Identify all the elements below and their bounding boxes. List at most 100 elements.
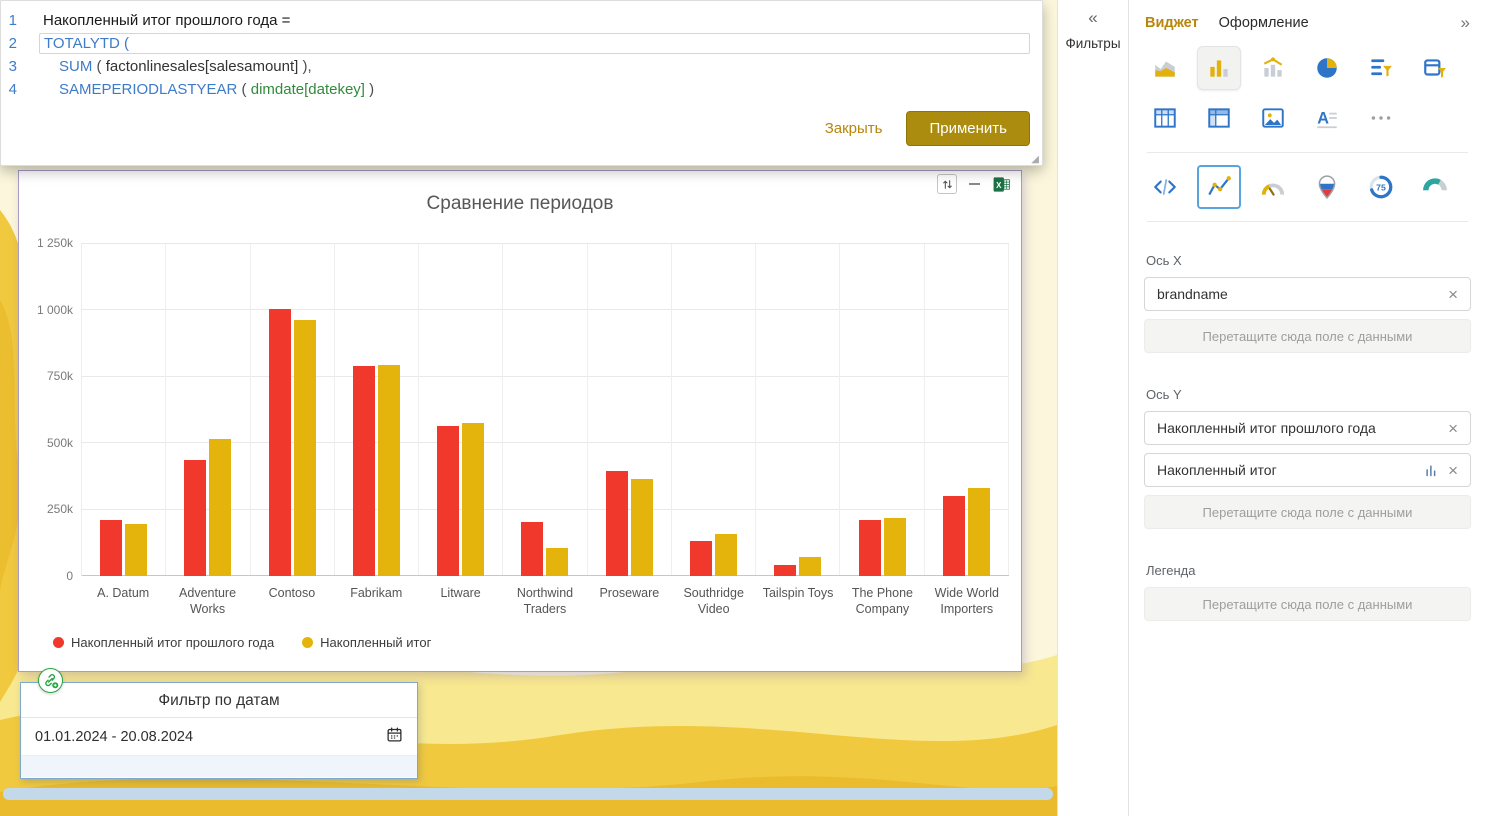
link-widgets-icon[interactable] xyxy=(38,668,63,693)
field-name: Накопленный итог прошлого года xyxy=(1157,420,1376,436)
date-range-input[interactable]: 01.01.2024 - 20.08.2024 xyxy=(21,718,417,756)
code-text[interactable]: Накопленный итог прошлого года = xyxy=(43,12,291,29)
remove-field-icon[interactable]: × xyxy=(1448,418,1458,438)
sort-icon[interactable] xyxy=(937,174,957,194)
legend-dot xyxy=(302,637,314,648)
bar-Накопленный итог[interactable] xyxy=(967,488,990,576)
expand-panel-icon[interactable]: » xyxy=(1460,13,1470,32)
widget-panel: Виджет Оформление » A 75 Ось X brandname × П… xyxy=(1128,0,1486,816)
bar-Накопленный итог[interactable] xyxy=(209,439,232,576)
widget-type-table-icon[interactable] xyxy=(1143,96,1187,140)
bar-Накопленный итог прошлого года[interactable] xyxy=(437,425,460,576)
widget-type-pie-chart-icon[interactable] xyxy=(1305,46,1349,90)
bar-Накопленный итог прошлого года[interactable] xyxy=(858,520,881,576)
widget-type-more-icon[interactable] xyxy=(1359,96,1403,140)
y-tick-label: 1 250k xyxy=(36,236,73,250)
remove-field-icon[interactable]: × xyxy=(1448,460,1458,480)
y-tick-label: 0 xyxy=(66,569,73,583)
chart-widget[interactable]: X Сравнение периодов 0 250k 500k 750k 1 000k… xyxy=(18,170,1022,672)
widget-type-gauge-icon[interactable] xyxy=(1251,165,1295,209)
bar-Накопленный итог[interactable] xyxy=(293,319,316,576)
widget-type-map-icon[interactable] xyxy=(1305,165,1349,209)
field-chip[interactable]: brandname × xyxy=(1144,277,1471,311)
legend-item[interactable]: Накопленный итог xyxy=(302,635,431,650)
widget-type-table-filter-icon[interactable] xyxy=(1359,46,1403,90)
x-axis-label: The Phone Company xyxy=(851,586,913,617)
chart-legend: Накопленный итог прошлого года Накопленны… xyxy=(53,635,431,650)
code-line[interactable]: 4 SAMEPERIODLASTYEAR ( dimdate[datekey] ) xyxy=(1,78,1042,101)
y-tick-label: 500k xyxy=(46,435,73,450)
drop-placeholder[interactable]: Перетащите сюда поле с данными xyxy=(1144,319,1471,353)
bar-Накопленный итог прошлого года[interactable] xyxy=(184,460,207,576)
bar-Накопленный итог прошлого года[interactable] xyxy=(774,565,797,576)
bar-Накопленный итог прошлого года[interactable] xyxy=(605,471,628,576)
category-column xyxy=(251,244,335,576)
remove-field-icon[interactable]: × xyxy=(1448,284,1458,304)
category-column xyxy=(166,244,251,576)
widget-type-pivot-table-icon[interactable] xyxy=(1197,96,1241,140)
bar-Накопленный итог прошлого года[interactable] xyxy=(689,541,712,576)
bar-Накопленный итог прошлого года[interactable] xyxy=(268,309,291,576)
chart-body: 0 250k 500k 750k 1 000k 1 250k xyxy=(33,236,1009,583)
widget-type-calendar-filter-icon[interactable] xyxy=(1413,46,1457,90)
bar-Накопленный итог прошлого года[interactable] xyxy=(942,496,965,576)
excel-export-icon[interactable]: X xyxy=(991,174,1011,194)
widget-type-area-chart-icon[interactable] xyxy=(1143,46,1187,90)
bar-Накопленный итог[interactable] xyxy=(462,423,485,576)
close-button[interactable]: Закрыть xyxy=(824,120,883,137)
category-column xyxy=(672,244,757,576)
widget-type-line-chart-icon[interactable] xyxy=(1197,165,1241,209)
field-section: Ось Y Накопленный итог прошлого года × Нако… xyxy=(1144,387,1471,529)
category-column xyxy=(756,244,841,576)
category-column xyxy=(840,244,925,576)
svg-text:A: A xyxy=(1317,109,1329,127)
bar-Накопленный итог прошлого года[interactable] xyxy=(352,366,375,576)
bar-Накопленный итог прошлого года[interactable] xyxy=(100,520,123,576)
widget-type-text-block-icon[interactable]: A xyxy=(1305,96,1349,140)
bar-Накопленный итог[interactable] xyxy=(714,533,737,576)
bar-Накопленный итог[interactable] xyxy=(799,557,822,576)
dashboard-canvas: X Сравнение периодов 0 250k 500k 750k 1 000k… xyxy=(0,0,1057,816)
field-chip[interactable]: Накопленный итог прошлого года × xyxy=(1144,411,1471,445)
widget-type-progress-circle-icon[interactable]: 75 xyxy=(1359,165,1403,209)
tab-design[interactable]: Оформление xyxy=(1218,15,1309,31)
bar-Накопленный итог[interactable] xyxy=(377,364,400,576)
drop-placeholder[interactable]: Перетащите сюда поле с данными xyxy=(1144,495,1471,529)
date-filter-widget[interactable]: Фильтр по датам 01.01.2024 - 20.08.2024 xyxy=(20,682,418,779)
code-line[interactable]: 1 Накопленный итог прошлого года = xyxy=(1,9,1042,32)
bar-Накопленный итог[interactable] xyxy=(883,517,906,576)
x-axis-label: A. Datum xyxy=(97,586,150,600)
x-axis-label: Northwind Traders xyxy=(516,586,574,617)
legend-item[interactable]: Накопленный итог прошлого года xyxy=(53,635,274,650)
bar-Накопленный итог прошлого года[interactable] xyxy=(521,521,544,576)
widget-type-code-icon[interactable] xyxy=(1143,165,1187,209)
horizontal-scrollbar[interactable] xyxy=(3,788,1053,800)
date-widget-footer xyxy=(21,756,417,777)
code-line[interactable]: 2 TOTALYTD ( xyxy=(1,32,1042,55)
tab-widget[interactable]: Виджет xyxy=(1145,15,1199,31)
apply-button[interactable]: Применить xyxy=(906,111,1030,146)
drop-placeholder[interactable]: Перетащите сюда поле с данными xyxy=(1144,587,1471,621)
date-filter-title: Фильтр по датам xyxy=(21,683,417,718)
widget-type-combo-chart-icon[interactable] xyxy=(1251,46,1295,90)
collapse-filters-icon[interactable]: « xyxy=(1088,8,1098,27)
bar-Накопленный итог[interactable] xyxy=(546,548,569,576)
code-text[interactable]: SAMEPERIODLASTYEAR ( dimdate[datekey] ) xyxy=(59,81,375,98)
resize-grip[interactable]: ◢ xyxy=(1031,154,1039,165)
widget-type-image-icon[interactable] xyxy=(1251,96,1295,140)
code-text[interactable]: TOTALYTD ( xyxy=(39,33,1030,54)
x-axis-label: Wide World Importers xyxy=(934,586,999,617)
bar-Накопленный итог[interactable] xyxy=(125,524,148,576)
y-tick-label: 1 000k xyxy=(36,302,73,317)
widget-type-semi-donut-icon[interactable] xyxy=(1413,165,1457,209)
calendar-icon[interactable] xyxy=(386,726,403,747)
field-chip[interactable]: Накопленный итог × xyxy=(1144,453,1471,487)
minimize-icon[interactable] xyxy=(967,174,981,194)
bar-Накопленный итог[interactable] xyxy=(630,479,653,576)
category-column xyxy=(925,244,1009,576)
line-number: 4 xyxy=(8,81,17,98)
code-text[interactable]: SUM ( factonlinesales[salesamount] ), xyxy=(59,58,312,75)
code-line[interactable]: 3 SUM ( factonlinesales[salesamount] ), xyxy=(1,55,1042,78)
widget-type-column-chart-icon[interactable] xyxy=(1197,46,1241,90)
